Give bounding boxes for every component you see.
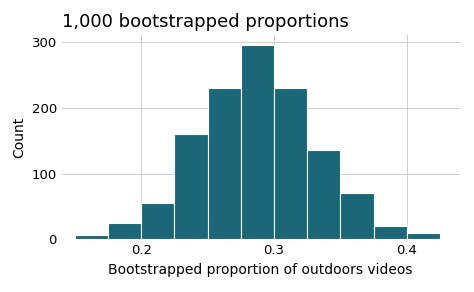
Bar bbox=[374, 226, 407, 239]
Bar bbox=[407, 233, 440, 239]
Bar bbox=[75, 235, 108, 239]
X-axis label: Bootstrapped proportion of outdoors videos: Bootstrapped proportion of outdoors vide… bbox=[109, 263, 413, 277]
Bar bbox=[241, 45, 274, 239]
Text: 1,000 bootstrapped proportions: 1,000 bootstrapped proportions bbox=[62, 13, 348, 31]
Bar bbox=[208, 88, 241, 239]
Bar bbox=[307, 150, 340, 239]
Bar bbox=[174, 134, 208, 239]
Bar bbox=[274, 88, 307, 239]
Bar bbox=[108, 223, 141, 239]
Bar bbox=[141, 203, 174, 239]
Bar bbox=[340, 193, 374, 239]
Y-axis label: Count: Count bbox=[12, 117, 26, 158]
